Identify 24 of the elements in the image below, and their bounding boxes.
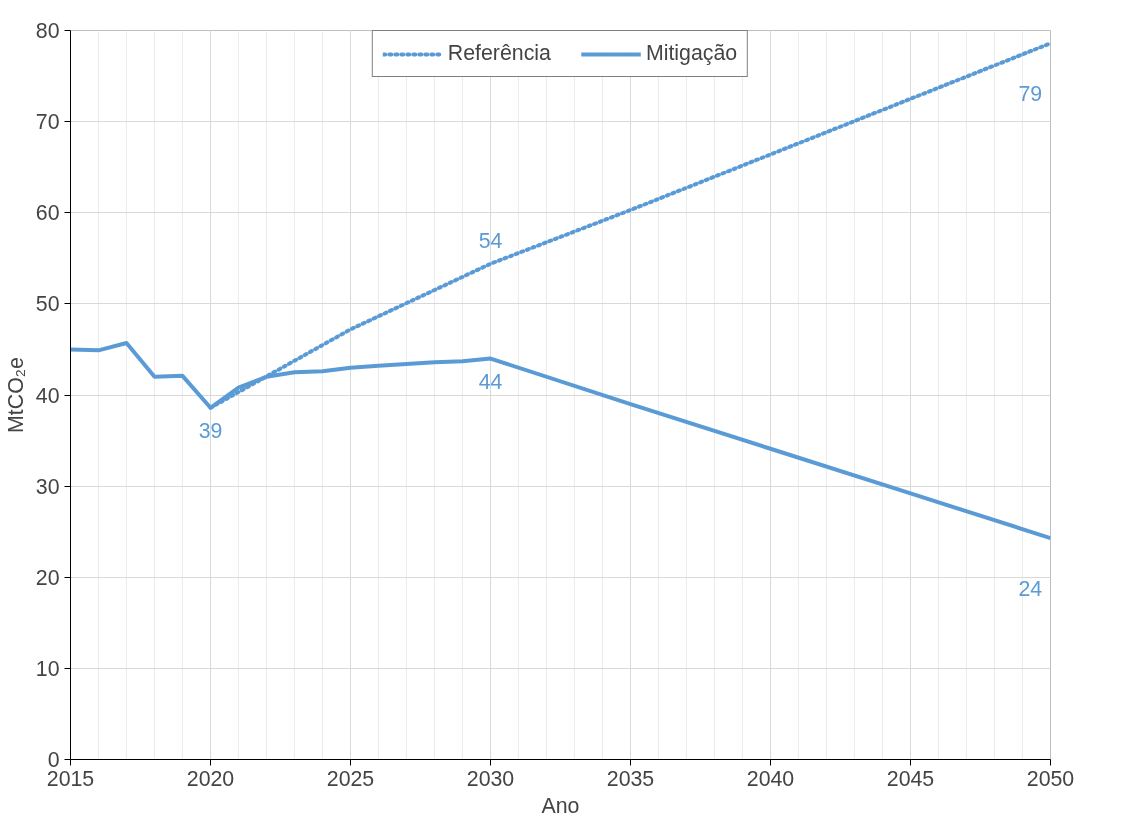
data-label: 44 <box>478 369 503 394</box>
data-label: 54 <box>478 229 503 254</box>
x-tick-label: 2035 <box>606 766 655 791</box>
data-label: 24 <box>1018 576 1043 601</box>
y-tick-label: 80 <box>35 19 60 43</box>
data-label: 79 <box>1018 81 1043 106</box>
y-tick-label: 10 <box>35 656 60 681</box>
y-tick-label: 40 <box>35 383 60 408</box>
y-tick-label: 50 <box>35 292 60 317</box>
x-tick-label: 2030 <box>466 766 515 791</box>
y-tick-label: 30 <box>35 474 60 499</box>
data-label: 39 <box>198 419 223 444</box>
legend-label: Referência <box>447 41 551 66</box>
x-tick-label: 2050 <box>1026 766 1075 791</box>
y-tick-label: 20 <box>35 565 60 590</box>
legend-label: Mitigação <box>645 41 738 66</box>
x-tick-label: 2040 <box>746 766 795 791</box>
x-tick-label: 2025 <box>326 766 375 791</box>
x-axis-title: Ano <box>541 793 580 818</box>
y-axis-title: MtCO₂e <box>3 357 28 433</box>
x-tick-label: 2045 <box>886 766 935 791</box>
y-tick-label: 70 <box>35 110 60 135</box>
y-tick-label: 60 <box>35 201 60 226</box>
x-tick-label: 2020 <box>186 766 235 791</box>
